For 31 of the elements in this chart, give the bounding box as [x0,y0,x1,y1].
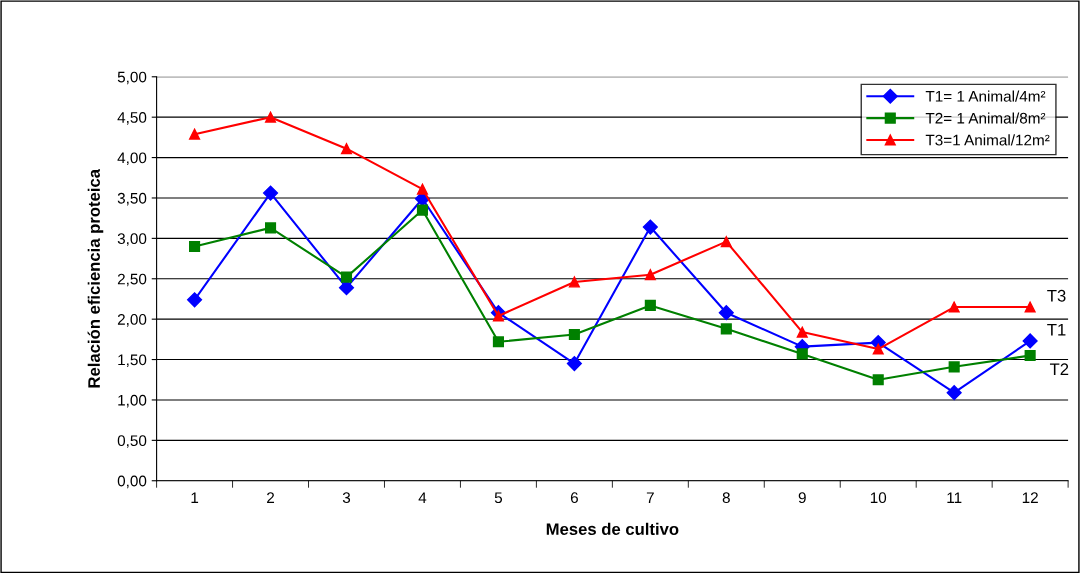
y-tick-label: 3,00 [117,233,147,246]
legend-label: T2= 1 Animal/8m² [925,112,1046,124]
y-tick-label: 1,50 [118,354,147,368]
y-tick-label: 0,00 [117,475,147,489]
y-tick-label: 4,50 [117,112,147,125]
annotation: T2 [1049,363,1069,375]
y-axis-title: Relación eficiencia proteica [87,168,104,388]
y-tick-label: 2,50 [117,273,147,287]
x-tick-label: 8 [722,492,730,504]
legend-label: T1= 1 Animal/4m² [925,90,1046,102]
y-tick-label: 3,50 [117,192,147,206]
x-tick-label: 3 [342,492,351,504]
y-tick-label: 1,00 [118,394,147,408]
annotation: T3 [1047,289,1066,302]
x-tick-label: 11 [947,492,962,503]
y-tick-label: 5,00 [117,71,147,85]
x-tick-label: 5 [494,492,503,504]
annotation: T1 [1047,323,1066,336]
x-tick-label: 2 [267,492,275,503]
y-tick-label: 4,00 [117,152,147,166]
y-tick-label: 2,00 [117,314,147,327]
x-axis-title: Meses de cultivo [546,522,679,536]
x-tick-label: 6 [570,492,578,504]
x-tick-label: 10 [870,492,887,504]
x-tick-label: 12 [1022,492,1038,503]
x-tick-label: 7 [646,492,654,503]
x-tick-label: 1 [191,492,199,503]
legend-label: T3=1 Animal/12m² [925,134,1050,146]
y-tick-label: 0,50 [117,435,147,448]
x-tick-label: 4 [418,492,427,503]
x-tick-label: 9 [798,492,806,504]
